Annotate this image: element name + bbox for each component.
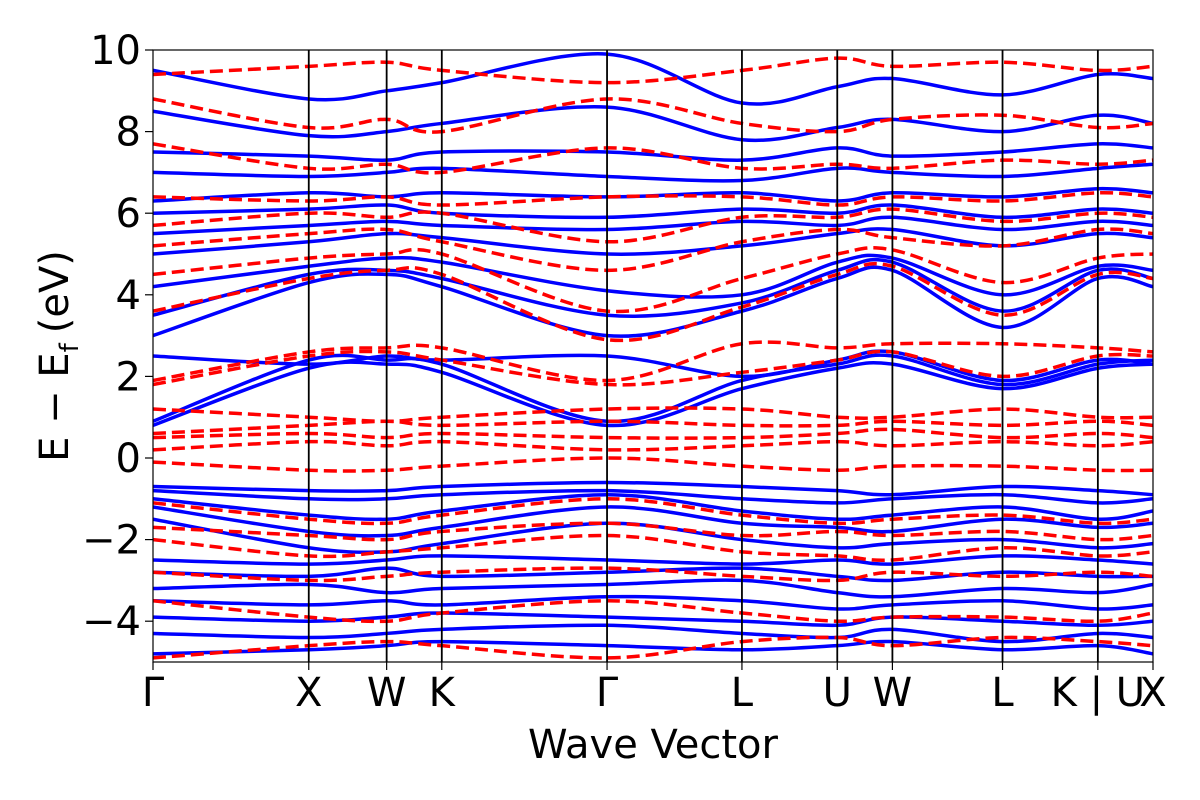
band-solid-14: [153, 349, 1153, 383]
x-tick-label: L: [991, 670, 1014, 716]
band-dashed-16: [153, 207, 1153, 244]
band-solid-16: [153, 257, 1153, 318]
band-solid-25: [153, 52, 1153, 106]
band-dashed-20: [153, 56, 1153, 85]
y-tick-label: 8: [116, 110, 141, 156]
y-tick-label: 2: [116, 354, 141, 400]
band-dashed-0: [153, 635, 1153, 660]
band-dashed-15: [153, 227, 1153, 273]
y-tick-label: 10: [90, 28, 141, 74]
band-dashed-1: [153, 599, 1153, 624]
x-tick-label: L: [731, 670, 754, 716]
x-tick-label: Γ: [142, 670, 165, 716]
band-dashed-9: [153, 419, 1153, 436]
band-dashed-5: [153, 497, 1153, 526]
band-solid-19: [153, 215, 1153, 236]
band-dashed-10: [153, 406, 1153, 424]
x-axis-label: Wave Vector: [528, 722, 779, 768]
band-solid-9: [153, 492, 1153, 522]
y-axis-label-main: E − E: [32, 352, 78, 462]
band-solid-10: [153, 488, 1153, 505]
x-tick-label: X: [295, 670, 322, 716]
band-solid-6: [153, 554, 1153, 566]
band-dashed-13: [153, 261, 1153, 343]
kpoint-lines: [307, 50, 1099, 662]
y-axis-label-unit: (eV): [32, 250, 78, 333]
band-solid-22: [153, 162, 1153, 183]
x-tick-label: U: [823, 670, 852, 716]
band-solid-3: [153, 594, 1153, 611]
band-dashed-17: [153, 191, 1153, 207]
y-axis: −4 −2 0 2 4 6 8 10: [82, 28, 153, 645]
band-solid-21: [153, 186, 1153, 203]
y-axis-label-subscript: f: [55, 342, 85, 352]
band-solid-11: [153, 480, 1153, 497]
y-tick-label: 0: [116, 436, 141, 482]
band-dashed-2: [153, 566, 1153, 583]
band-solid-12: [153, 360, 1153, 428]
band-dashed-8: [153, 427, 1153, 440]
band-solid-5: [153, 566, 1153, 583]
band-solid-23: [153, 142, 1153, 162]
band-dashed-18: [153, 142, 1153, 175]
band-solid-15: [153, 265, 1153, 338]
y-tick-label: 6: [116, 191, 141, 237]
band-solid-7: [153, 517, 1153, 555]
x-tick-label: X: [1139, 670, 1166, 716]
band-solid-17: [153, 253, 1153, 299]
band-dashed-6: [153, 456, 1153, 473]
x-tick-label: W: [367, 670, 407, 716]
band-dashed-4: [153, 521, 1153, 542]
x-tick-label: K: [429, 670, 457, 716]
x-tick-label: W: [873, 670, 913, 716]
band-solid-8: [153, 505, 1153, 538]
band-solid-1: [153, 623, 1153, 644]
band-dashed-14: [153, 246, 1153, 314]
y-axis-label: E − Ef (eV): [32, 250, 85, 462]
band-dashed-19: [153, 97, 1153, 134]
y-tick-label: −4: [82, 599, 141, 645]
band-solid-24: [153, 105, 1153, 143]
y-tick-label: −2: [82, 518, 141, 564]
band-solid-20: [153, 203, 1153, 220]
band-solid-4: [153, 578, 1153, 599]
series-dashed: [153, 56, 1153, 660]
x-tick-label: Γ: [596, 670, 619, 716]
band-dashed-11: [153, 349, 1153, 387]
band-solid-0: [153, 639, 1153, 656]
y-tick-label: 4: [116, 273, 141, 319]
plot-frame: [152, 49, 1154, 663]
x-tick-label: K | U: [1051, 670, 1145, 716]
band-dashed-3: [153, 533, 1153, 563]
band-dashed-12: [153, 340, 1153, 383]
band-dashed-7: [153, 439, 1153, 452]
